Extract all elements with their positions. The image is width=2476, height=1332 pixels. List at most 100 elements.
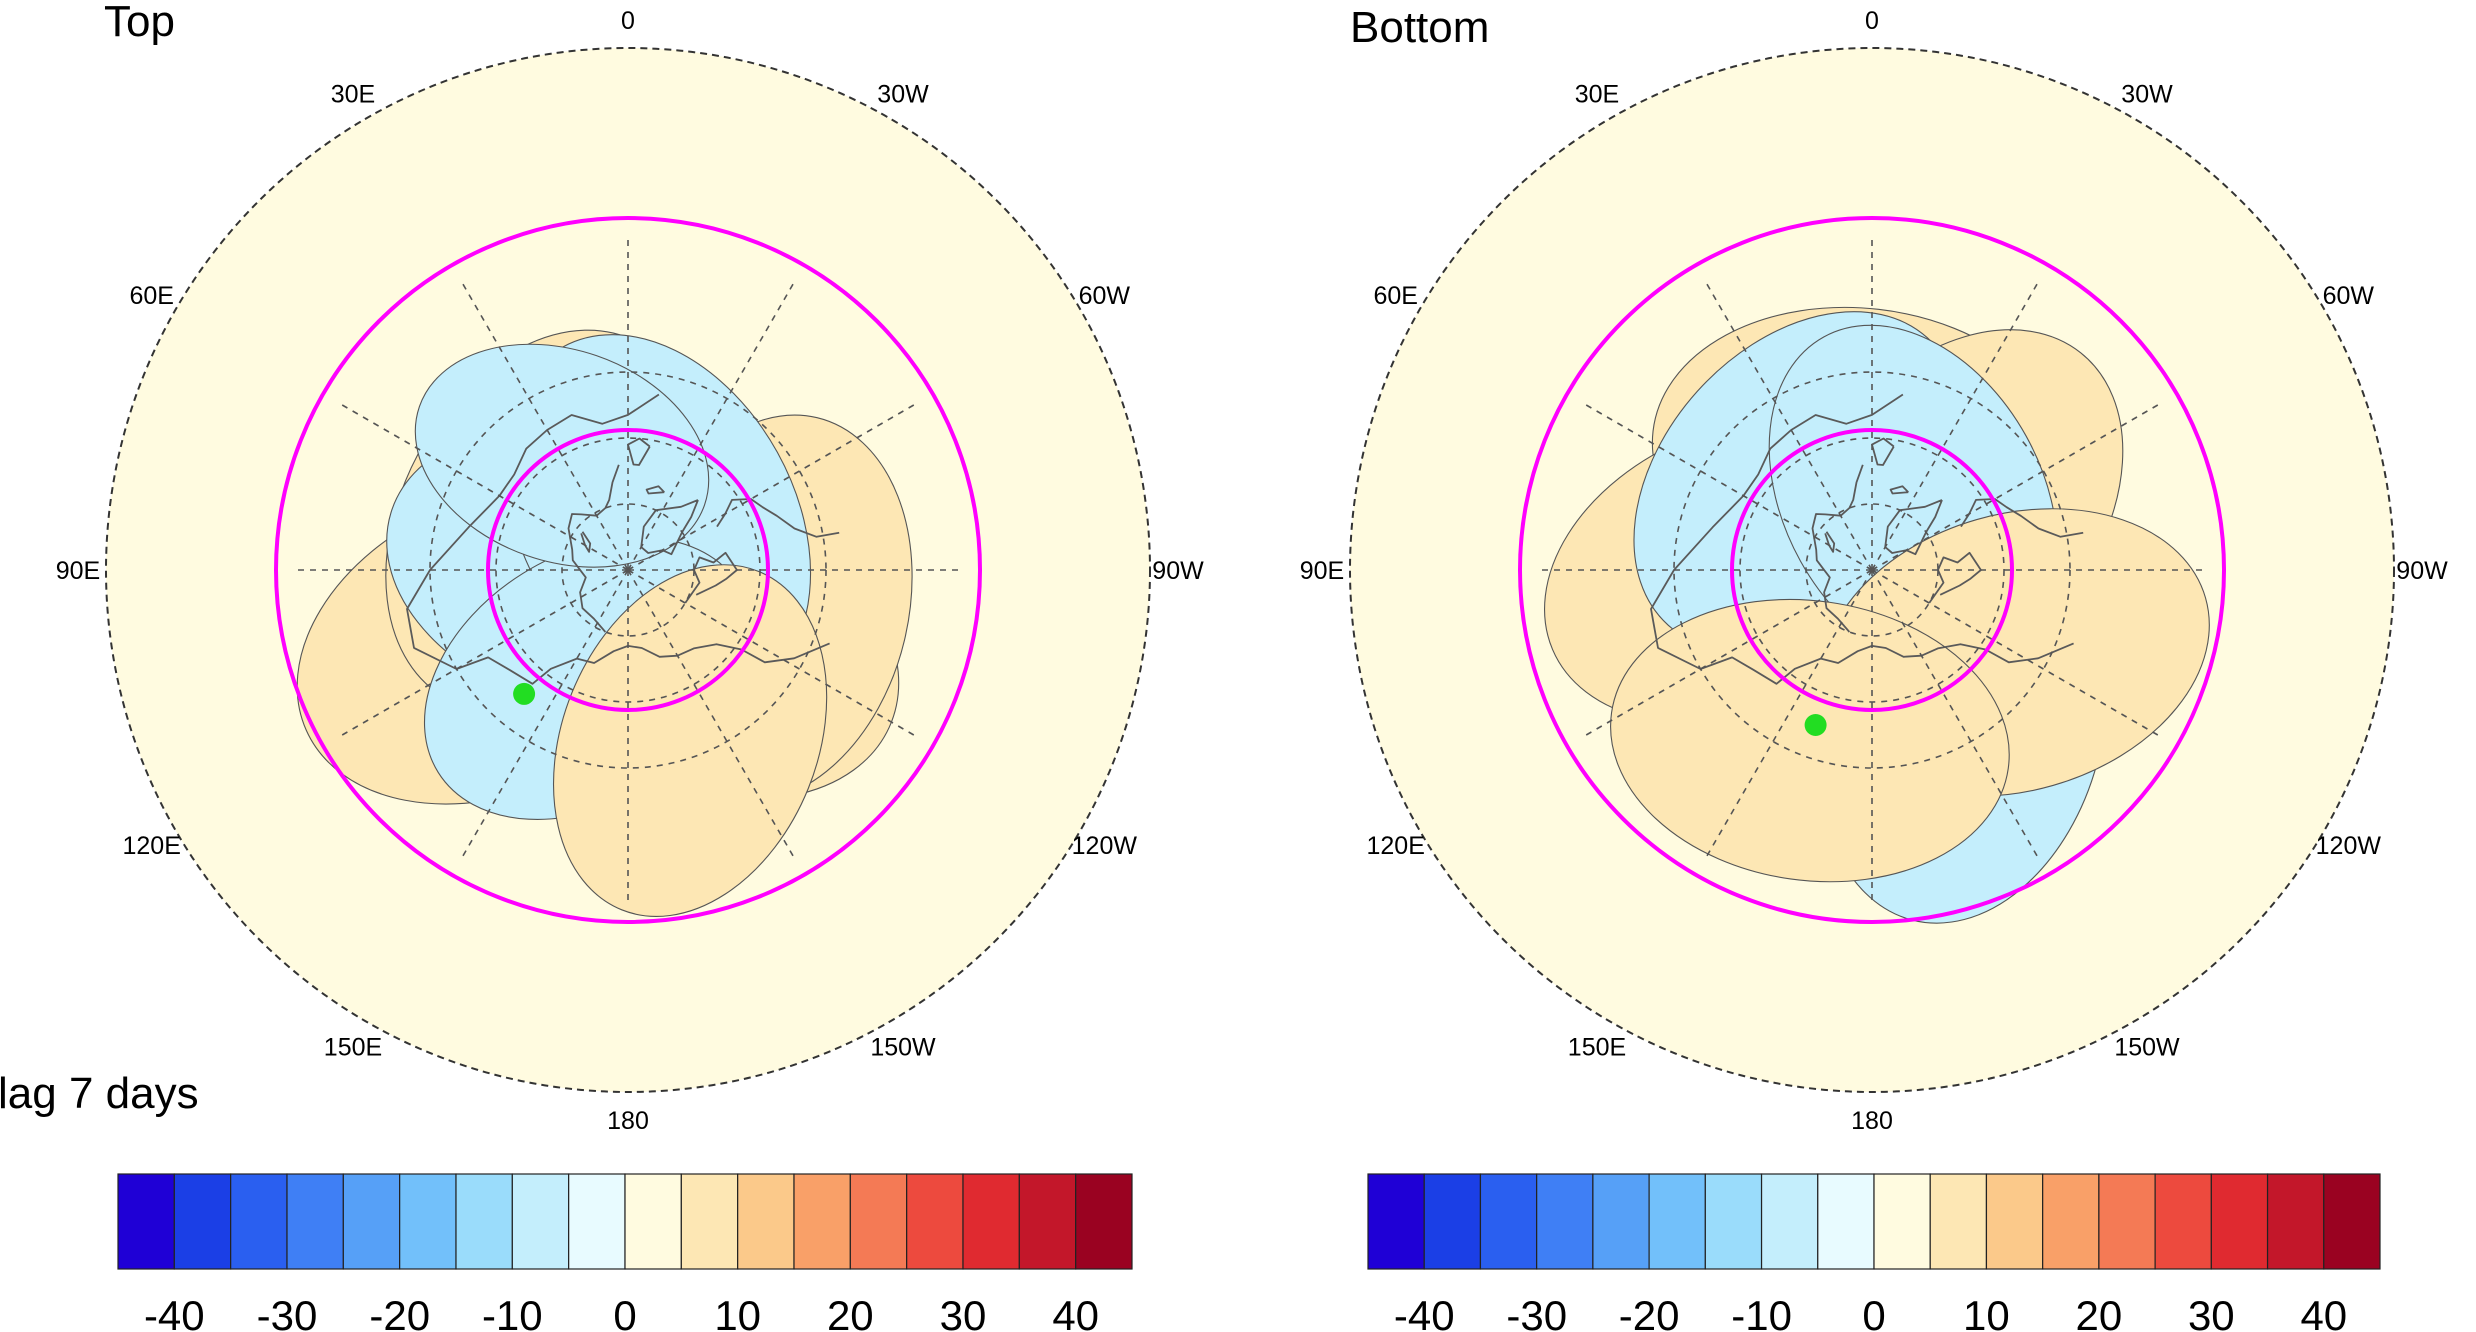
map-boundary — [105, 47, 1151, 1093]
coastline — [1871, 642, 2074, 664]
colorbar-swatch — [2266, 1173, 2325, 1270]
colorbar-tick-label: 10 — [1963, 1292, 2010, 1332]
longitude-labels: 0 30W 60W 90W 120W 150W 180 150E 120E 90E 60E 30E — [56, 7, 1204, 1135]
colorbar-swatch — [849, 1173, 908, 1270]
colorbar-swatch — [2210, 1173, 2269, 1270]
polar-map-top: 0 30W 60W 90W 120W 150W 180 150E 120E 90E 60E 30E — [56, 7, 1204, 1135]
colorbar-tick-label: 0 — [1862, 1292, 1885, 1332]
colorbar-swatch — [455, 1173, 513, 1270]
colorbar-tick-label: 20 — [2076, 1292, 2123, 1332]
longitude-label: 120W — [2316, 832, 2382, 860]
longitude-label: 90E — [1300, 557, 1344, 585]
lag-caption: lag 7 days — [0, 1069, 199, 1118]
longitude-label: 60W — [2323, 282, 2375, 310]
colorbar-swatch — [1704, 1173, 1763, 1270]
colorbar-swatch — [2042, 1173, 2100, 1270]
station-marker — [1804, 714, 1827, 736]
colorbar-tick-label: -40 — [1394, 1292, 1455, 1332]
colorbar-tick-label: -30 — [1506, 1292, 1567, 1332]
colorbar-tick-label: 10 — [714, 1292, 761, 1332]
colorbar-swatch — [511, 1173, 570, 1270]
colorbar-swatch — [624, 1173, 682, 1270]
colorbar-swatch — [1536, 1173, 1594, 1270]
colorbar-swatch — [117, 1173, 175, 1270]
coastline — [684, 551, 738, 604]
colorbar-swatch — [1423, 1173, 1482, 1270]
coastline — [580, 531, 592, 553]
colorbar-tick-label: 40 — [1052, 1292, 1099, 1332]
longitude-label: 90W — [1152, 557, 1204, 585]
colorbar-swatch — [1018, 1173, 1077, 1270]
longitude-label: 180 — [607, 1107, 649, 1135]
longitude-label: 0 — [1865, 7, 1879, 35]
colorbar-tick-label: -20 — [1619, 1292, 1680, 1332]
longitude-label: 30W — [2121, 81, 2173, 109]
coastline — [406, 393, 660, 685]
region-circle-inner — [1730, 428, 2014, 712]
colorbar-bottom: -40 -30 -20 -10 0 10 20 30 40 — [1367, 1173, 2381, 1332]
colorbar-tick-label: -30 — [257, 1292, 318, 1332]
panel-title-top: Top — [104, 0, 175, 46]
coastline — [645, 485, 665, 495]
coastline — [1650, 393, 1904, 685]
colorbar-swatch — [1760, 1173, 1819, 1270]
anomaly-contour — [552, 564, 828, 917]
colorbar-tick-label: 20 — [827, 1292, 874, 1332]
colorbar-swatch — [173, 1173, 232, 1270]
coastline — [716, 498, 840, 538]
region-circle-inner — [486, 428, 770, 712]
coastline — [1884, 499, 1943, 556]
station-marker — [513, 682, 536, 705]
coastline — [1960, 498, 2084, 538]
longitude-label: 150W — [870, 1033, 936, 1061]
colorbar-swatch — [286, 1173, 344, 1270]
colorbar-swatch — [1075, 1173, 1133, 1270]
coastline — [1824, 531, 1836, 553]
longitude-label: 120E — [1367, 832, 1425, 860]
colorbar-swatch — [793, 1173, 851, 1270]
colorbar-tick-label: 30 — [940, 1292, 987, 1332]
colorbar-tick-label: -10 — [482, 1292, 543, 1332]
colorbar-swatch — [1817, 1173, 1875, 1270]
longitude-label: 30W — [877, 81, 929, 109]
colorbar-swatch — [1479, 1173, 1538, 1270]
region-circle-outer — [274, 216, 982, 924]
colorbar-tick-label: -20 — [369, 1292, 430, 1332]
coastlines — [406, 393, 840, 685]
colorbar-swatch — [1929, 1173, 1988, 1270]
colorbar-swatch — [1648, 1173, 1706, 1270]
longitude-label: 90W — [2396, 557, 2448, 585]
colorbar-swatch — [737, 1173, 795, 1270]
colorbar-swatch — [342, 1173, 401, 1270]
longitude-label: 30E — [1575, 81, 1619, 109]
longitude-label: 60E — [1373, 282, 1417, 310]
graticule — [1542, 240, 2202, 900]
colorbar-top: -40 -30 -20 -10 0 10 20 30 40 — [117, 1173, 1133, 1332]
longitude-label: 120W — [1072, 832, 1138, 860]
longitude-label: 90E — [56, 557, 100, 585]
colorbar-swatch — [680, 1173, 739, 1270]
coastline — [1871, 437, 1895, 466]
polar-map-bottom: 0 30W 60W 90W 120W 150W 180 150E 120E 90E 60E 30E — [1300, 7, 2448, 1135]
longitude-labels: 0 30W 60W 90W 120W 150W 180 150E 120E 90E 60E 30E — [1300, 7, 2448, 1135]
colorbar-tick-label: -40 — [144, 1292, 205, 1332]
colorbar-tick-label: -10 — [1731, 1292, 1792, 1332]
coastline — [640, 499, 699, 556]
colorbar-swatch — [1592, 1173, 1650, 1270]
colorbar-swatch — [906, 1173, 964, 1270]
longitude-label: 0 — [621, 7, 635, 35]
longitude-label: 180 — [1851, 1107, 1893, 1135]
graticule — [298, 240, 958, 900]
map-boundary — [1349, 47, 2395, 1093]
longitude-label: 30E — [331, 81, 375, 109]
colorbar-swatch — [230, 1173, 288, 1270]
longitude-label: 120E — [123, 832, 181, 860]
longitude-label: 60E — [129, 282, 173, 310]
region-circle-outer — [1518, 216, 2226, 924]
longitude-label: 60W — [1079, 282, 1131, 310]
colorbar-swatch — [2098, 1173, 2156, 1270]
coastline — [567, 464, 620, 633]
colorbar-swatch — [2154, 1173, 2212, 1270]
coastline — [1889, 485, 1909, 495]
